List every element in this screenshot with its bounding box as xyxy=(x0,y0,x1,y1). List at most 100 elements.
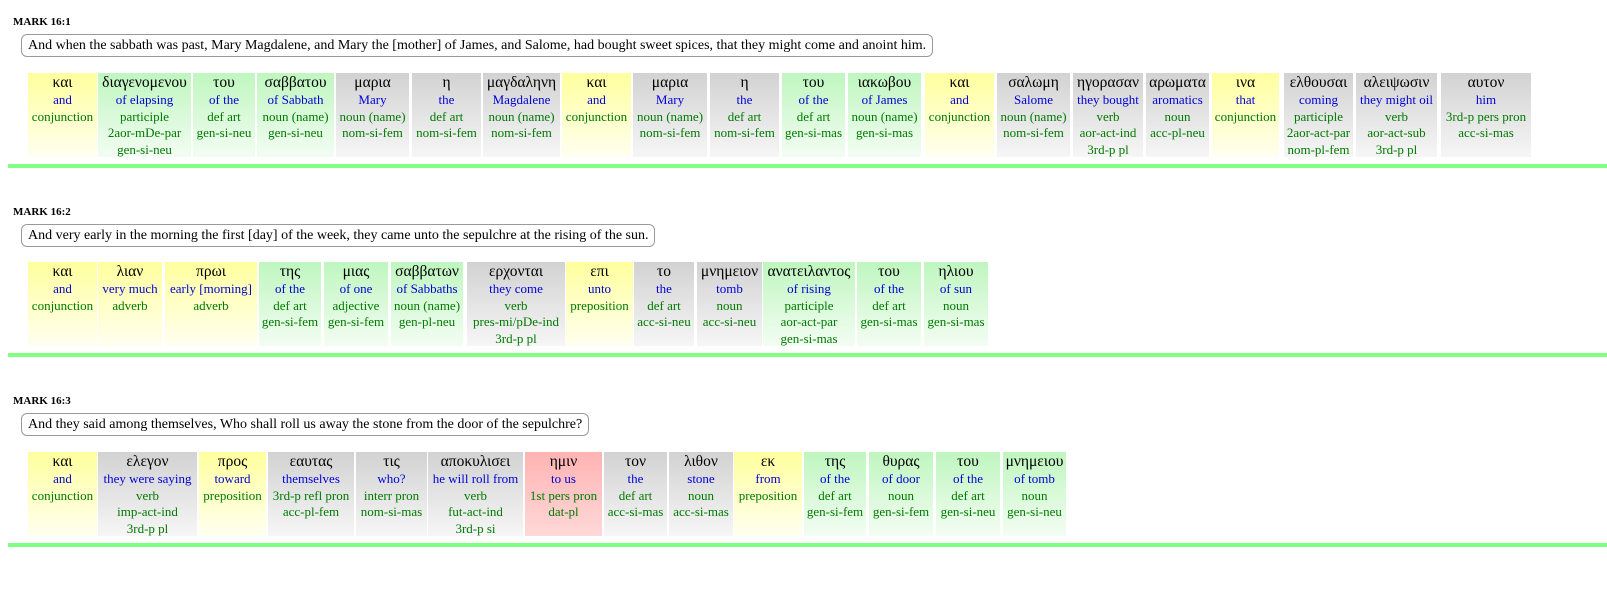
greek-word: εαυτας xyxy=(289,453,333,470)
english-gloss: of the xyxy=(275,281,305,296)
interlinear-word[interactable]: αλειψωσιν they might oil verb aor-act-sub 3r… xyxy=(1356,73,1437,157)
english-gloss: of the xyxy=(820,471,850,486)
interlinear-word[interactable]: η the def art nom-si-fem xyxy=(710,73,779,157)
interlinear-word[interactable]: ηγορασαν they bought verb aor-act-ind 3rd-p … xyxy=(1073,73,1143,157)
greek-word: και xyxy=(949,74,970,91)
greek-word: αποκυλισει xyxy=(440,453,511,470)
parsing-info: verb xyxy=(135,487,160,503)
english-gloss: themselves xyxy=(282,471,340,486)
interlinear-word[interactable]: και and conjunction xyxy=(562,73,631,157)
interlinear-word[interactable]: πρωι early [morning] adverb xyxy=(165,262,257,346)
parsing-info: 3rd-p refl pron xyxy=(272,487,350,503)
parsing-info: noun (name) xyxy=(339,108,406,124)
interlinear-word[interactable]: και and conjunction xyxy=(925,73,994,157)
interlinear-word[interactable]: λιθον stone noun acc-si-mas xyxy=(669,452,733,536)
greek-word: λιαν xyxy=(116,263,144,280)
parsing-info: nom-si-fem xyxy=(416,125,477,140)
english-gloss: him xyxy=(1475,92,1497,107)
interlinear-word[interactable]: τις who? interr pron nom-si-mas xyxy=(356,452,427,536)
interlinear-word[interactable]: μαρια Mary noun (name) nom-si-fem xyxy=(336,73,409,157)
interlinear-word[interactable]: ιακωβου of James noun (name) gen-si-mas xyxy=(848,73,921,157)
interlinear-word[interactable]: της of the def art gen-si-fem xyxy=(259,262,321,346)
english-gloss: of the xyxy=(798,92,829,107)
interlinear-word[interactable]: η the def art nom-si-fem xyxy=(412,73,481,157)
greek-word: της xyxy=(279,263,301,280)
greek-word: η xyxy=(740,74,749,91)
greek-word: και xyxy=(52,453,73,470)
greek-word: ερχονται xyxy=(488,263,544,280)
interlinear-word[interactable]: ηλιου of sun noun gen-si-mas xyxy=(924,262,988,346)
english-gloss: they come xyxy=(489,281,543,296)
interlinear-word[interactable]: επι unto preposition xyxy=(566,262,633,346)
interlinear-word[interactable]: αποκυλισει he will roll from verb fut-act-i… xyxy=(428,452,523,536)
parsing-info: acc-pl-neu xyxy=(1150,125,1205,140)
interlinear-word[interactable]: προς toward preposition xyxy=(199,452,266,536)
interlinear-word[interactable]: μνημειου of tomb noun gen-si-neu xyxy=(1003,452,1066,536)
parsing-info: nom-si-fem xyxy=(639,125,701,140)
english-gloss: of elapsing xyxy=(115,92,174,107)
interlinear-word[interactable]: ελθουσαι coming participle 2aor-act-par nom-… xyxy=(1284,73,1353,157)
parsing-info: verb xyxy=(1384,108,1409,124)
greek-word: μνημειου xyxy=(1005,453,1064,470)
interlinear-word[interactable]: ερχονται they come verb pres-mi/pDe-ind 3rd-… xyxy=(467,262,565,346)
parsing-info: acc-si-mas xyxy=(1458,125,1514,140)
interlinear-word[interactable]: εαυτας themselves 3rd-p refl pron acc-pl-fe… xyxy=(268,452,354,536)
interlinear-word[interactable]: του of the def art gen-si-mas xyxy=(782,73,845,157)
interlinear-word[interactable]: διαγενομενου of elapsing participle 2aor-mD… xyxy=(98,73,191,157)
interlinear-word[interactable]: του of the def art gen-si-mas xyxy=(857,262,921,346)
interlinear-word[interactable]: του of the def art gen-si-neu xyxy=(193,73,255,157)
parsing-info: 3rd-p pl xyxy=(126,520,169,536)
parsing-info: noun xyxy=(888,487,914,503)
greek-word: ημιν xyxy=(549,453,578,470)
interlinear-word[interactable]: και and conjunction xyxy=(28,452,97,536)
parsing-info: def art xyxy=(796,108,831,124)
interlinear-word[interactable]: ελεγον they were saying verb imp-act-ind 3rd… xyxy=(98,452,197,536)
interlinear-word[interactable]: σαββατων of Sabbaths noun (name) gen-pl-neu xyxy=(391,262,463,346)
interlinear-word[interactable]: αυτον him 3rd-p pers pron acc-si-mas xyxy=(1441,73,1531,157)
parsing-info: gen-si-fem xyxy=(327,314,385,329)
verse-reference: MARK 16:1 xyxy=(13,16,71,28)
interlinear-word[interactable]: μαρια Mary noun (name) nom-si-fem xyxy=(633,73,707,157)
english-gloss: the xyxy=(656,281,672,296)
interlinear-word[interactable]: ανατειλαντος of rising participle aor-act-p… xyxy=(763,262,855,346)
parsing-info: gen-si-neu xyxy=(1007,504,1062,519)
interlinear-word[interactable]: ινα that conjunction xyxy=(1212,73,1279,157)
interlinear-word[interactable]: εκ from preposition xyxy=(734,452,802,536)
interlinear-word[interactable]: μαγδαληνη Magdalene noun (name) nom-si-fem xyxy=(483,73,560,157)
parsing-info: nom-si-fem xyxy=(1003,125,1064,140)
interlinear-word[interactable]: ημιν to us 1st pers pron dat-pl xyxy=(525,452,602,536)
greek-word: η xyxy=(442,74,451,91)
interlinear-word[interactable]: και and conjunction xyxy=(28,262,97,346)
english-gloss: of Sabbaths xyxy=(396,281,458,296)
greek-word: του xyxy=(802,74,825,91)
parsing-info: 3rd-p pl xyxy=(1375,141,1418,157)
interlinear-word[interactable]: της of the def art gen-si-fem xyxy=(804,452,866,536)
interlinear-word[interactable]: σαλωμη Salome noun (name) nom-si-fem xyxy=(997,73,1070,157)
interlinear-word[interactable]: μιας of one adjective gen-si-fem xyxy=(324,262,388,346)
interlinear-word[interactable]: αρωματα aromatics noun acc-pl-neu xyxy=(1146,73,1209,157)
interlinear-word[interactable]: σαββατου of Sabbath noun (name) gen-si-neu xyxy=(257,73,334,157)
parsing-info: noun xyxy=(688,487,714,503)
english-gloss: unto xyxy=(587,281,612,296)
parsing-info: 1st pers pron xyxy=(529,487,598,503)
interlinear-word[interactable]: του of the def art gen-si-neu xyxy=(936,452,1000,536)
english-gloss: they might oil xyxy=(1360,92,1433,107)
parsing-info: 3rd-p pl xyxy=(495,330,537,346)
parsing-info: noun (name) xyxy=(636,108,704,124)
interlinear-word[interactable]: και and conjunction xyxy=(28,73,97,157)
parsing-info: nom-si-fem xyxy=(342,125,403,140)
interlinear-word[interactable]: τον the def art acc-si-mas xyxy=(604,452,667,536)
interlinear-word[interactable]: λιαν very much adverb xyxy=(98,262,162,346)
parsing-info: verb xyxy=(504,297,528,313)
parsing-info: adverb xyxy=(193,297,229,313)
greek-word: μαγδαληνη xyxy=(486,74,557,91)
english-gloss: the xyxy=(627,471,644,486)
parsing-info: conjunction xyxy=(928,108,991,124)
parsing-info: gen-si-mas xyxy=(784,125,843,140)
interlinear-word[interactable]: μνημειον tomb noun acc-si-neu xyxy=(697,262,762,346)
interlinear-word[interactable]: το the def art acc-si-neu xyxy=(634,262,694,346)
greek-word: σαββατου xyxy=(264,74,327,91)
english-translation: And when the sabbath was past, Mary Magd… xyxy=(21,34,934,57)
interlinear-word[interactable]: θυρας of door noun gen-si-fem xyxy=(869,452,933,536)
english-gloss: the xyxy=(736,92,753,107)
